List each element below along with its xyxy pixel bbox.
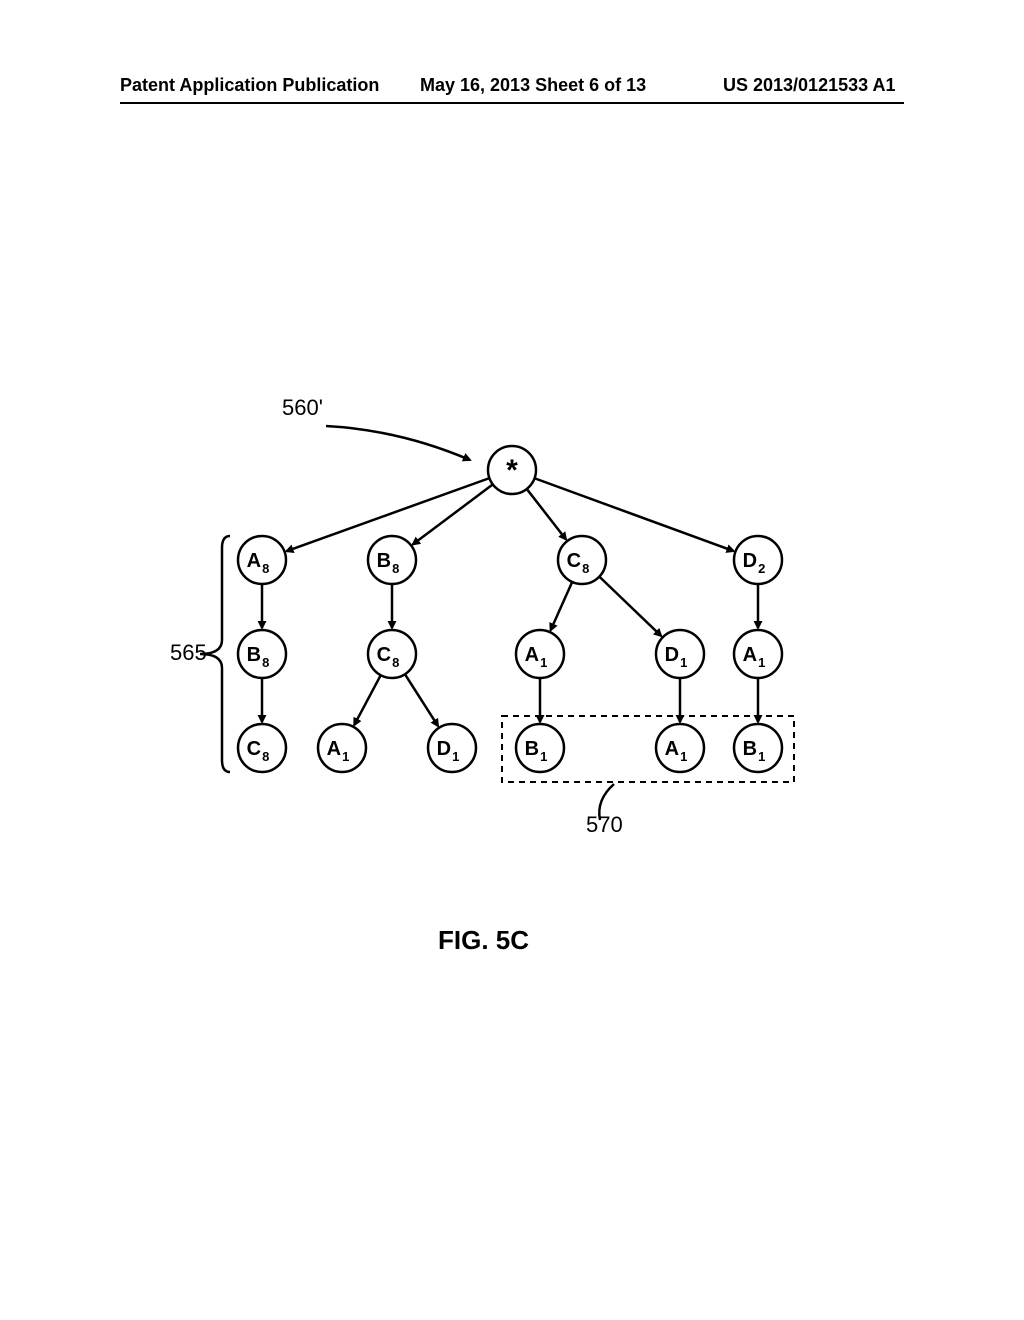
node-circle [558,536,606,584]
figure-caption: FIG. 5C [438,925,529,956]
node-circle [428,724,476,772]
pointer-560 [326,426,470,460]
node-circle [368,630,416,678]
node-circle [656,630,704,678]
edge [354,675,381,725]
node-circle [516,724,564,772]
ref-label-565: 565 [170,640,207,665]
node-circle [734,536,782,584]
node-circle [656,724,704,772]
ref-label-560p: 560' [282,395,323,420]
page: Patent Application Publication May 16, 2… [0,0,1024,1320]
node-circle [734,630,782,678]
tree-diagram: *A8B8C8D2B8C8A1D1A1C8A1D1B1A1B1 560'5655… [0,0,1024,1320]
node-circle [318,724,366,772]
node-label: * [506,454,518,487]
node-circle [238,630,286,678]
edge [535,478,734,551]
node-circle [734,724,782,772]
node-circle [368,536,416,584]
ref-label-570: 570 [586,812,623,837]
edge [599,577,661,636]
edge [551,582,573,630]
edge [527,489,566,540]
node-circle [238,724,286,772]
node-circle [516,630,564,678]
node-circle [238,536,286,584]
edge [413,484,493,544]
edge [405,674,438,726]
